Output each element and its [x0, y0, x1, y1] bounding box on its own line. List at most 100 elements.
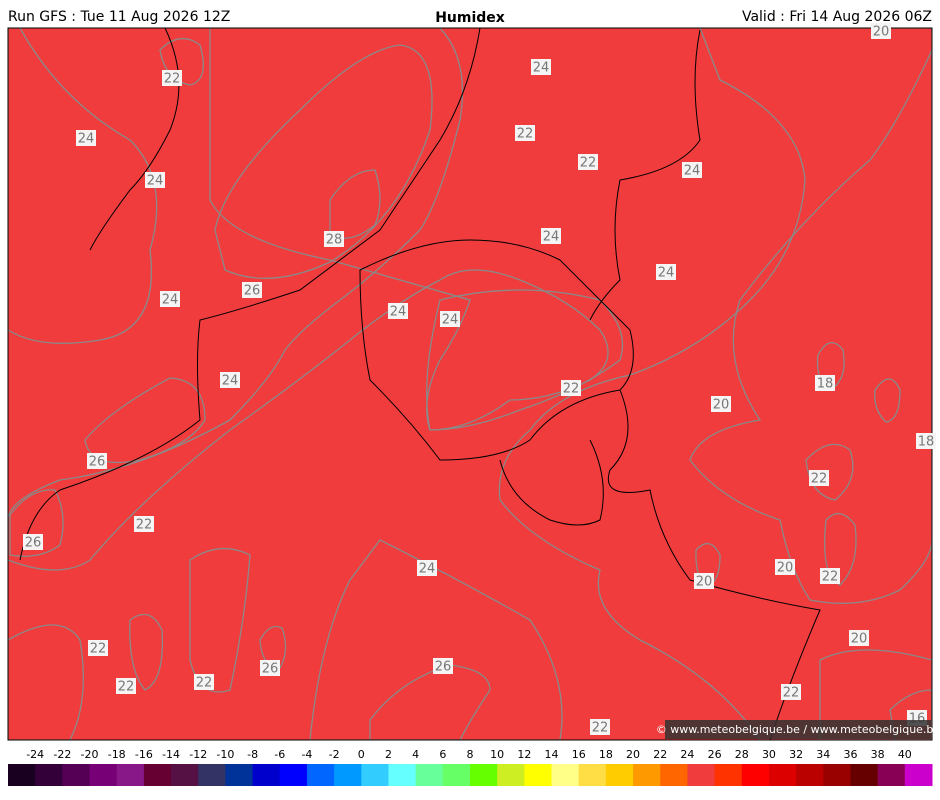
field	[498, 28, 932, 740]
colorbar-label: 20	[626, 748, 640, 761]
colorbar-swatch	[415, 764, 444, 786]
field	[8, 624, 84, 740]
border	[499, 439, 604, 526]
contour-label-box	[694, 573, 714, 589]
contour-label: 24	[543, 230, 560, 245]
colorbar-label: 28	[735, 748, 749, 761]
contour-label-box	[433, 658, 453, 674]
colorbar-swatch	[198, 764, 226, 786]
contour-label-box	[145, 172, 165, 188]
colorbar-swatch	[252, 764, 281, 786]
map-frame	[7, 27, 933, 741]
map-title: Humidex	[435, 10, 505, 26]
border	[608, 389, 821, 740]
field	[329, 169, 381, 239]
colorbar: -24 -22 -20 -18 -16 -14 -12 -10 -8 -6 -4 -2 0 2 4 6 8 10 1…	[8, 748, 933, 786]
colorbar-label: 32	[789, 748, 803, 761]
contour-label: 22	[517, 127, 534, 142]
colorbar-label: -12	[189, 748, 207, 761]
field	[889, 689, 932, 740]
colorbar-label: -20	[81, 748, 99, 761]
colorbar-label: 14	[545, 748, 559, 761]
contour-label-box	[656, 264, 676, 280]
colorbar-swatch	[442, 764, 471, 786]
colorbar-label: 38	[871, 748, 885, 761]
contour-label: 24	[533, 61, 550, 76]
contour-label-box	[88, 640, 108, 656]
coastline	[19, 28, 481, 561]
contour-label: 22	[563, 382, 580, 397]
credit-box	[665, 720, 931, 739]
colorbar-label: 26	[708, 748, 722, 761]
colorbar-label: 6	[439, 748, 446, 761]
colorbar-swatch	[388, 764, 417, 786]
contour-label: 24	[162, 293, 179, 308]
contour-label-box	[23, 534, 43, 550]
contour-label: 18	[918, 435, 935, 450]
colorbar-swatch	[334, 764, 362, 786]
field	[84, 377, 206, 464]
colorbar-swatch	[361, 764, 389, 786]
field	[8, 28, 158, 344]
contour-label-box	[849, 630, 869, 646]
contour-label-box	[809, 470, 829, 486]
colorbar-swatch	[225, 764, 254, 786]
colorbar-swatch	[578, 764, 607, 786]
colorbar-swatch	[306, 764, 335, 786]
contour-label: 18	[817, 377, 834, 392]
contour-label-box	[76, 130, 96, 146]
field	[823, 513, 857, 586]
contour-label: 24	[658, 266, 675, 281]
border	[359, 239, 634, 461]
colorbar-label: 24	[680, 748, 694, 761]
colorbar-swatch	[605, 764, 634, 786]
colorbar-swatch	[89, 764, 118, 786]
colorbar-label: 16	[572, 748, 586, 761]
colorbar-label: 0	[358, 748, 365, 761]
contour-label-box	[324, 231, 344, 247]
contour-label: 24	[390, 305, 407, 320]
colorbar-swatch	[633, 764, 661, 786]
field	[819, 649, 932, 740]
colorbar-label: -18	[108, 748, 126, 761]
contour-label: 22	[136, 518, 153, 533]
colorbar-label: 22	[653, 748, 667, 761]
field	[9, 489, 64, 557]
colorbar-swatch	[35, 764, 63, 786]
contour-label-box	[781, 684, 801, 700]
contour-label: 26	[262, 662, 279, 677]
contour-label-box	[682, 162, 702, 178]
colorbar-label: -22	[53, 748, 71, 761]
colorbar-label: -24	[26, 748, 44, 761]
colorbar-swatch	[116, 764, 145, 786]
contour-label-box	[541, 228, 561, 244]
colorbar-swatch	[497, 764, 525, 786]
field	[874, 378, 901, 423]
colorbar-label: -14	[162, 748, 180, 761]
contour-label: 22	[822, 570, 839, 585]
contour-label: 20	[777, 561, 794, 576]
contour-label-box	[820, 568, 840, 584]
contour-label-box	[242, 282, 262, 298]
contour-label: 22	[592, 721, 609, 736]
contour-label: 24	[147, 174, 164, 189]
contour-label-box	[194, 674, 214, 690]
contour-label: 22	[196, 676, 213, 691]
colorbar-label: 18	[599, 748, 613, 761]
credit: © www.meteobelgique.be / www.meteobelgiq…	[656, 723, 940, 736]
contour-label-box	[916, 433, 936, 449]
contour-label-box	[417, 560, 437, 576]
field	[129, 613, 164, 691]
colorbar-swatch	[62, 764, 91, 786]
field	[309, 539, 563, 740]
colorbar-label: 8	[467, 748, 474, 761]
contour-label: 22	[118, 680, 135, 695]
map	[8, 28, 932, 740]
contour-label-box	[815, 375, 835, 391]
contour-label-box	[871, 23, 891, 39]
colorbar-swatch	[524, 764, 553, 786]
contour-label-box	[440, 311, 460, 327]
contour-label: 26	[25, 536, 42, 551]
contour-labels: 22 24 24 28 26 24 24 22 22 24 24 24 24 24 24 22 18 20 18 26…	[23, 23, 936, 736]
